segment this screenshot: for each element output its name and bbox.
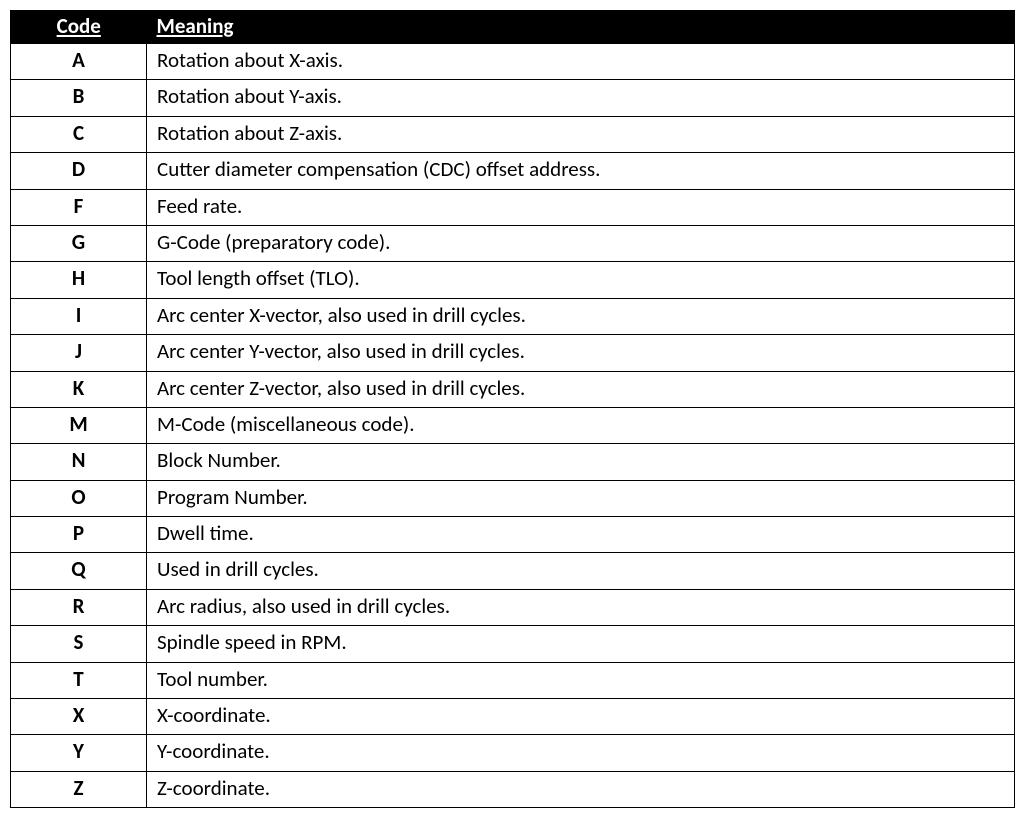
- table-row: FFeed rate.: [11, 189, 1015, 225]
- meaning-cell: Arc center Z-vector, also used in drill …: [147, 371, 1015, 407]
- meaning-cell: Feed rate.: [147, 189, 1015, 225]
- meaning-cell: Rotation about Y-axis.: [147, 80, 1015, 116]
- meaning-cell: Z-coordinate.: [147, 771, 1015, 807]
- meaning-cell: M-Code (miscellaneous code).: [147, 407, 1015, 443]
- meaning-cell: Tool number.: [147, 662, 1015, 698]
- table-row: NBlock Number.: [11, 444, 1015, 480]
- meaning-cell: Arc center Y-vector, also used in drill …: [147, 335, 1015, 371]
- table-row: HTool length offset (TLO).: [11, 262, 1015, 298]
- meaning-cell: Cutter diameter compensation (CDC) offse…: [147, 153, 1015, 189]
- table-row: QUsed in drill cycles.: [11, 553, 1015, 589]
- code-cell: B: [11, 80, 147, 116]
- table-row: ARotation about X-axis.: [11, 44, 1015, 80]
- col-header-code: Code: [11, 11, 147, 44]
- code-cell: N: [11, 444, 147, 480]
- code-cell: H: [11, 262, 147, 298]
- code-cell: A: [11, 44, 147, 80]
- code-cell: S: [11, 626, 147, 662]
- code-cell: J: [11, 335, 147, 371]
- table-row: YY-coordinate.: [11, 735, 1015, 771]
- code-cell: Q: [11, 553, 147, 589]
- code-cell: F: [11, 189, 147, 225]
- meaning-cell: X-coordinate.: [147, 699, 1015, 735]
- table-row: GG-Code (preparatory code).: [11, 225, 1015, 261]
- meaning-cell: Spindle speed in RPM.: [147, 626, 1015, 662]
- table-row: SSpindle speed in RPM.: [11, 626, 1015, 662]
- table-row: ZZ-coordinate.: [11, 771, 1015, 807]
- table-row: IArc center X-vector, also used in drill…: [11, 298, 1015, 334]
- table-row: MM-Code (miscellaneous code).: [11, 407, 1015, 443]
- code-cell: K: [11, 371, 147, 407]
- code-cell: D: [11, 153, 147, 189]
- col-header-meaning: Meaning: [147, 11, 1015, 44]
- table-row: RArc radius, also used in drill cycles.: [11, 589, 1015, 625]
- table-row: BRotation about Y-axis.: [11, 80, 1015, 116]
- meaning-cell: Program Number.: [147, 480, 1015, 516]
- codes-table: Code Meaning ARotation about X-axis.BRot…: [10, 10, 1015, 808]
- meaning-cell: Arc center X-vector, also used in drill …: [147, 298, 1015, 334]
- code-cell: Z: [11, 771, 147, 807]
- code-cell: M: [11, 407, 147, 443]
- table-row: XX-coordinate.: [11, 699, 1015, 735]
- meaning-cell: Used in drill cycles.: [147, 553, 1015, 589]
- table-row: CRotation about Z-axis.: [11, 116, 1015, 152]
- code-cell: Y: [11, 735, 147, 771]
- code-cell: I: [11, 298, 147, 334]
- code-cell: T: [11, 662, 147, 698]
- table-row: OProgram Number.: [11, 480, 1015, 516]
- code-cell: O: [11, 480, 147, 516]
- meaning-cell: Dwell time.: [147, 517, 1015, 553]
- code-cell: G: [11, 225, 147, 261]
- meaning-cell: Rotation about Z-axis.: [147, 116, 1015, 152]
- table-row: DCutter diameter compensation (CDC) offs…: [11, 153, 1015, 189]
- table-row: KArc center Z-vector, also used in drill…: [11, 371, 1015, 407]
- code-cell: X: [11, 699, 147, 735]
- code-cell: C: [11, 116, 147, 152]
- table-row: PDwell time.: [11, 517, 1015, 553]
- meaning-cell: Tool length offset (TLO).: [147, 262, 1015, 298]
- meaning-cell: Block Number.: [147, 444, 1015, 480]
- table-header-row: Code Meaning: [11, 11, 1015, 44]
- meaning-cell: Y-coordinate.: [147, 735, 1015, 771]
- meaning-cell: Rotation about X-axis.: [147, 44, 1015, 80]
- code-cell: P: [11, 517, 147, 553]
- meaning-cell: Arc radius, also used in drill cycles.: [147, 589, 1015, 625]
- table-row: JArc center Y-vector, also used in drill…: [11, 335, 1015, 371]
- code-cell: R: [11, 589, 147, 625]
- meaning-cell: G-Code (preparatory code).: [147, 225, 1015, 261]
- table-row: TTool number.: [11, 662, 1015, 698]
